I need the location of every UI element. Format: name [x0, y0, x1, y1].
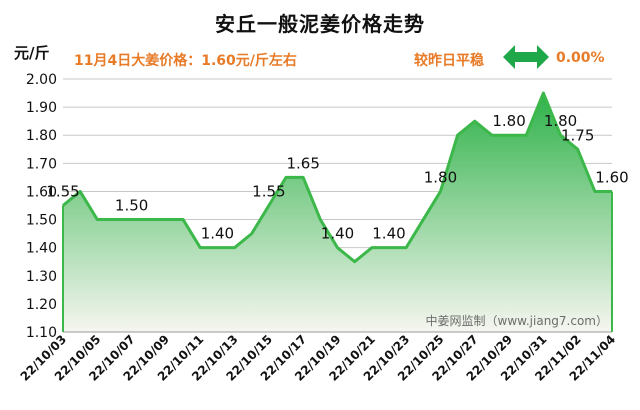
- watermark: 中姜网监制（www.jiang7.com）: [426, 313, 608, 328]
- y-tick-label: 1.60: [26, 184, 57, 200]
- y-axis-unit: 元/斤: [14, 44, 50, 62]
- y-tick-label: 1.50: [26, 213, 57, 229]
- double-arrow-icon: [503, 45, 549, 69]
- y-tick-label: 1.80: [26, 128, 57, 144]
- data-label: 1.55: [252, 183, 285, 201]
- data-label: 1.65: [286, 154, 319, 172]
- chart-title: 安丘一般泥姜价格走势: [215, 12, 425, 36]
- change-label: 较昨日平稳: [414, 53, 484, 69]
- series-line: [62, 91, 612, 264]
- y-tick-label: 1.40: [26, 241, 57, 257]
- data-label: 1.55: [46, 183, 79, 201]
- change-value: 0.00%: [556, 50, 605, 66]
- current-price-text: 11月4日大姜价格：1.60元/斤左右: [74, 53, 297, 69]
- data-label: 1.75: [561, 126, 594, 144]
- y-tick-label: 2.00: [26, 72, 57, 88]
- data-label: 1.50: [115, 197, 148, 215]
- data-label: 1.80: [544, 112, 577, 130]
- data-label: 1.80: [424, 168, 457, 186]
- y-tick-label: 1.30: [26, 269, 57, 285]
- y-tick-label: 1.90: [26, 100, 57, 116]
- area-fill: [63, 93, 612, 332]
- data-label: 1.60: [595, 168, 628, 186]
- data-label: 1.80: [492, 112, 525, 130]
- y-tick-label: 1.10: [26, 325, 57, 341]
- data-label: 1.40: [372, 225, 405, 243]
- data-label: 1.40: [321, 225, 354, 243]
- data-label: 1.40: [201, 225, 234, 243]
- y-tick-label: 1.70: [26, 156, 57, 172]
- y-tick-label: 1.20: [26, 297, 57, 313]
